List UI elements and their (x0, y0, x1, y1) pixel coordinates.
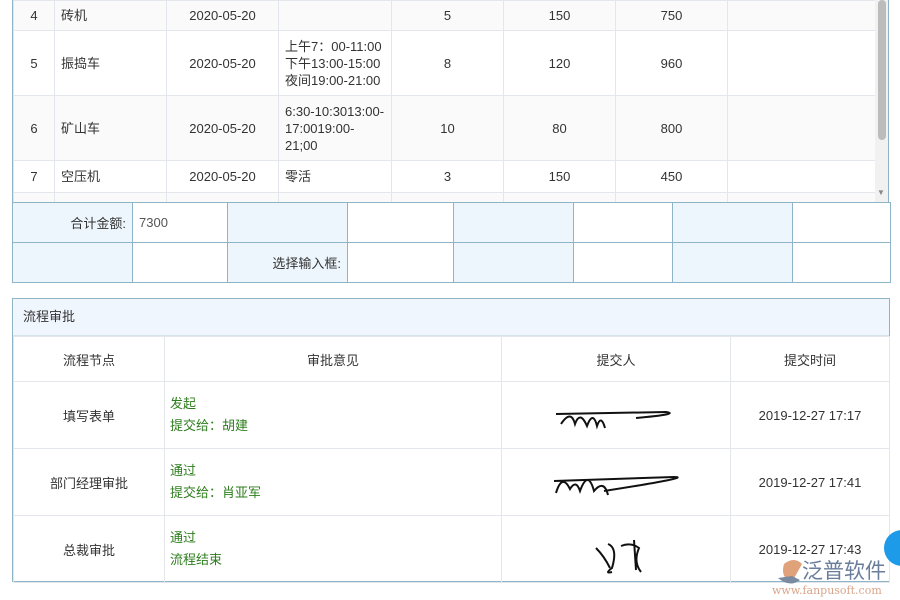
opinion-next: 提交给：肖亚军 (170, 485, 262, 500)
cell-amount: 800 (615, 95, 728, 161)
summary-field[interactable] (792, 202, 891, 243)
svg-text:泛普软件: 泛普软件 (802, 559, 886, 583)
cell-name: 矿山车 (54, 95, 167, 161)
cell-time: 零活 (278, 160, 392, 193)
node-name: 填写表单 (13, 381, 165, 449)
approval-title: 流程审批 (13, 299, 889, 336)
cell-empty (727, 160, 875, 193)
header-time: 提交时间 (730, 336, 890, 382)
cell-price: 120 (503, 30, 616, 96)
table-row[interactable]: 6 矿山车 2020-05-20 6:30-10:3013:00-17:0019:00… (13, 95, 875, 161)
opinion-next: 流程结束 (170, 552, 223, 567)
approval-row: 总裁审批 通过流程结束 2019-12-27 17:43 (13, 515, 890, 583)
table-row[interactable]: 7 空压机 2020-05-20 零活 3 150 450 (13, 160, 875, 193)
header-node: 流程节点 (13, 336, 165, 382)
summary-field[interactable] (573, 202, 673, 243)
cell-price: 150 (503, 160, 616, 193)
opinion-result: 通过 (170, 463, 197, 478)
cell-qty: 10 (391, 95, 504, 161)
detail-table: 4 砖机 2020-05-20 5 150 750 5 振捣车 2020-05-20 上午7：00… (12, 0, 875, 202)
cell-time: 6:30-10:3013:00-17:0019:00-21;00 (278, 95, 392, 161)
submit-time: 2019-12-27 17:17 (730, 381, 890, 449)
approval-opinion: 通过提交给：肖亚军 (164, 448, 502, 516)
approval-row: 部门经理审批 通过提交给：肖亚军 2019-12-27 17:41 (13, 448, 890, 516)
scroll-down-arrow-icon[interactable]: ▼ (877, 188, 885, 197)
opinion-result: 通过 (170, 530, 197, 545)
cell-empty (727, 95, 875, 161)
opinion-next: 提交给：胡建 (170, 418, 249, 433)
select-input[interactable] (347, 242, 454, 283)
scroll-thumb[interactable] (878, 0, 886, 140)
approval-opinion: 通过 流程结束 (164, 515, 502, 583)
fanpu-watermark-logo: 泛普软件 www.fanpusoft.com (770, 552, 895, 597)
total-value: 7300 (132, 202, 228, 243)
cell-date: 2020-05-20 (166, 95, 279, 161)
cell-date: 2020-05-20 (166, 0, 279, 31)
cell-amount: 750 (615, 0, 728, 31)
submit-time: 2019-12-27 17:41 (730, 448, 890, 516)
total-label: 合计金额: (12, 202, 133, 243)
cell-price: 80 (503, 95, 616, 161)
summary-field[interactable] (132, 242, 228, 283)
cell-amount: 960 (615, 30, 728, 96)
chat-float-button[interactable] (884, 530, 900, 566)
cell-name: 振捣车 (54, 30, 167, 96)
cell-qty: 8 (391, 30, 504, 96)
summary-field[interactable] (573, 242, 673, 283)
approval-panel: 流程审批 流程节点 审批意见 提交人 提交时间 填写表单 发起提交给：胡建 2019-… (12, 298, 890, 583)
submitter-signature (501, 515, 731, 583)
cell-qty: 5 (391, 0, 504, 31)
cell-no: 7 (13, 160, 55, 193)
cell-time: 上午7：00-11:00 下午13:00-15:00 夜间19:00-21:00 (278, 30, 392, 96)
opinion-result: 发起 (170, 396, 197, 411)
summary-field[interactable] (792, 242, 891, 283)
cell-amount: 450 (615, 160, 728, 193)
summary-field[interactable] (347, 202, 454, 243)
select-input-label: 选择输入框: (227, 242, 348, 283)
table-row[interactable]: 4 砖机 2020-05-20 5 150 750 (13, 0, 875, 31)
cell-date: 2020-05-20 (166, 30, 279, 96)
table-row[interactable]: 5 振捣车 2020-05-20 上午7：00-11:00 下午13:00-15:00… (13, 30, 875, 96)
vertical-scrollbar[interactable]: ▼ (875, 0, 889, 202)
submitter-signature (501, 448, 731, 516)
cell-name: 空压机 (54, 160, 167, 193)
cell-name: 砖机 (54, 0, 167, 31)
summary-table: 合计金额: 7300 选择输入框: (12, 202, 891, 283)
approval-row: 填写表单 发起提交给：胡建 2019-12-27 17:17 (13, 381, 890, 449)
cell-no: 6 (13, 95, 55, 161)
node-name: 总裁审批 (13, 515, 165, 583)
header-submitter: 提交人 (501, 336, 731, 382)
cell-qty: 3 (391, 160, 504, 193)
submit-time: 2019-12-27 17:43 (730, 515, 890, 583)
cell-price: 150 (503, 0, 616, 31)
approval-opinion: 发起提交给：胡建 (164, 381, 502, 449)
svg-text:www.fanpusoft.com: www.fanpusoft.com (772, 584, 882, 597)
cell-empty (727, 30, 875, 96)
cell-empty (727, 0, 875, 31)
cell-no: 4 (13, 0, 55, 31)
submitter-signature (501, 381, 731, 449)
header-opinion: 审批意见 (164, 336, 502, 382)
cell-no: 5 (13, 30, 55, 96)
node-name: 部门经理审批 (13, 448, 165, 516)
cell-time (278, 0, 392, 31)
cell-date: 2020-05-20 (166, 160, 279, 193)
